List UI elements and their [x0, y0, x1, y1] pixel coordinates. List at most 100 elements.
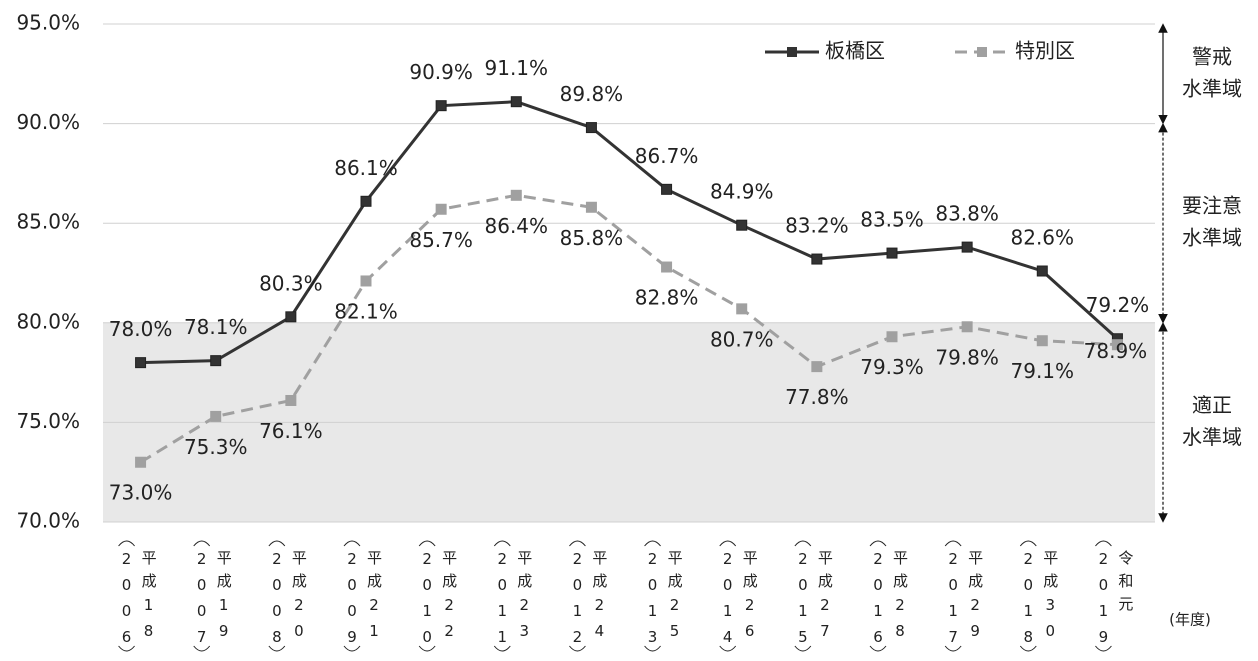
- bracket: [493, 645, 511, 652]
- point: [135, 357, 147, 369]
- x-tick-year: 2013: [644, 550, 662, 654]
- x-tick-year: 2007: [193, 550, 211, 654]
- x-tick-label: 平成22: [440, 550, 458, 648]
- data-label: 80.7%: [710, 327, 774, 351]
- point: [510, 96, 522, 108]
- point: [285, 394, 297, 406]
- y-tick-label: 95.0%: [16, 11, 80, 35]
- bracket: [1019, 540, 1037, 547]
- x-tick-label: 平成28: [891, 550, 909, 648]
- x-tick-label: 平成24: [590, 550, 608, 648]
- point: [886, 247, 898, 259]
- point: [1036, 335, 1048, 347]
- x-tick-label: 平成30: [1041, 550, 1059, 648]
- bracket: [869, 645, 887, 652]
- data-label: 86.1%: [334, 156, 398, 180]
- x-unit: (年度): [1169, 611, 1211, 629]
- data-label: 73.0%: [109, 481, 173, 505]
- point: [1036, 265, 1048, 277]
- data-label: 78.1%: [184, 315, 248, 339]
- data-label: 82.8%: [635, 286, 699, 310]
- point: [210, 355, 222, 367]
- point: [135, 456, 147, 468]
- data-label: 79.8%: [935, 345, 999, 369]
- x-tick-label: 平成20: [290, 550, 308, 648]
- y-tick-label: 80.0%: [16, 309, 80, 333]
- point: [360, 195, 372, 207]
- zone-label: 適正: [1192, 393, 1232, 417]
- data-label: 78.0%: [109, 317, 173, 341]
- bracket: [118, 540, 135, 547]
- data-label: 75.3%: [184, 435, 248, 459]
- x-tick-label: 平成29: [966, 550, 984, 648]
- legend-marker: [787, 47, 797, 57]
- zone-label: 水準域: [1182, 425, 1242, 449]
- x-tick-label: 平成26: [741, 550, 759, 648]
- bracket: [644, 540, 661, 547]
- bracket: [343, 645, 361, 652]
- point: [661, 183, 673, 195]
- legend-marker: [977, 47, 987, 57]
- bracket: [193, 645, 211, 652]
- x-tick-year: 2006: [118, 550, 136, 654]
- x-tick-year: 2008: [268, 550, 286, 654]
- zone-label: 要注意: [1182, 194, 1242, 218]
- data-label: 78.9%: [1084, 339, 1148, 363]
- data-label: 79.3%: [860, 355, 924, 379]
- data-label: 77.8%: [785, 385, 849, 409]
- point: [961, 241, 973, 253]
- x-tick-label: 平成23: [515, 550, 533, 648]
- data-label: 89.8%: [560, 82, 624, 106]
- bracket: [268, 645, 286, 652]
- bracket: [493, 540, 511, 547]
- bracket: [1095, 645, 1112, 652]
- y-tick-label: 75.0%: [16, 409, 80, 433]
- x-tick-label: 平成25: [666, 550, 684, 648]
- zone-label: 水準域: [1182, 226, 1242, 250]
- x-tick-year: 2012: [568, 550, 586, 654]
- x-tick-label: 平成19: [215, 550, 233, 648]
- point: [435, 100, 447, 112]
- x-tick-year: 2011: [493, 550, 511, 654]
- bracket: [193, 540, 211, 547]
- bracket: [944, 540, 962, 547]
- bracket: [1019, 645, 1037, 652]
- bracket: [569, 540, 586, 547]
- point: [285, 311, 297, 323]
- point: [811, 361, 823, 373]
- point: [736, 219, 748, 231]
- x-tick-year: 2019: [1094, 550, 1112, 654]
- point: [811, 253, 823, 265]
- bracket: [794, 645, 812, 652]
- x-tick-year: 2010: [418, 550, 436, 654]
- x-tick-year: 2014: [719, 550, 737, 654]
- x-tick-label: 令和元: [1116, 550, 1134, 619]
- bracket: [418, 645, 436, 652]
- x-tick-year: 2017: [944, 550, 962, 654]
- bracket: [869, 540, 887, 547]
- point: [661, 261, 673, 273]
- bracket: [944, 645, 962, 652]
- data-label: 83.2%: [785, 214, 849, 238]
- x-tick-label: 平成21: [365, 550, 383, 648]
- zone-label: 水準域: [1182, 76, 1242, 100]
- x-tick-year: 2016: [869, 550, 887, 654]
- x-tick-label: 平成18: [140, 550, 158, 648]
- x-tick-year: 2009: [343, 550, 361, 654]
- data-label: 86.7%: [635, 144, 699, 168]
- bracket: [418, 540, 436, 547]
- data-label: 85.8%: [560, 226, 624, 250]
- y-tick-label: 70.0%: [16, 509, 80, 533]
- bracket: [118, 645, 135, 652]
- data-label: 82.1%: [334, 299, 398, 323]
- data-label: 84.9%: [710, 180, 774, 204]
- bracket: [794, 540, 812, 547]
- point: [961, 321, 973, 333]
- bracket: [644, 645, 661, 652]
- bracket: [268, 540, 286, 547]
- x-tick-label: 平成27: [816, 550, 834, 648]
- point: [736, 303, 748, 315]
- bracket: [569, 645, 586, 652]
- zone-label: 警戒: [1192, 44, 1232, 68]
